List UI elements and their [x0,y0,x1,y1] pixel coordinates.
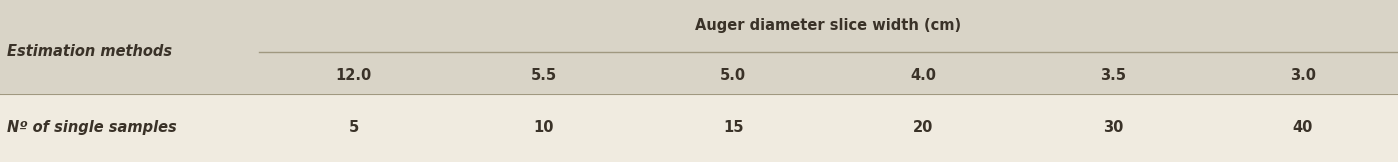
Text: 5: 5 [348,121,359,135]
Text: 5.0: 5.0 [720,68,747,83]
Text: 3.0: 3.0 [1290,68,1316,83]
Text: 3.5: 3.5 [1100,68,1127,83]
Text: Estimation methods: Estimation methods [7,44,172,59]
Text: 12.0: 12.0 [336,68,372,83]
Text: 30: 30 [1103,121,1124,135]
Bar [0,94,1398,162]
Text: Auger diameter slice width (cm): Auger diameter slice width (cm) [695,18,962,33]
Bar [0,0,1398,94]
Text: Nº of single samples: Nº of single samples [7,121,176,135]
Text: 15: 15 [723,121,744,135]
Text: 40: 40 [1293,121,1313,135]
Text: 4.0: 4.0 [910,68,937,83]
Text: 5.5: 5.5 [530,68,556,83]
Text: 20: 20 [913,121,934,135]
Text: 10: 10 [533,121,554,135]
